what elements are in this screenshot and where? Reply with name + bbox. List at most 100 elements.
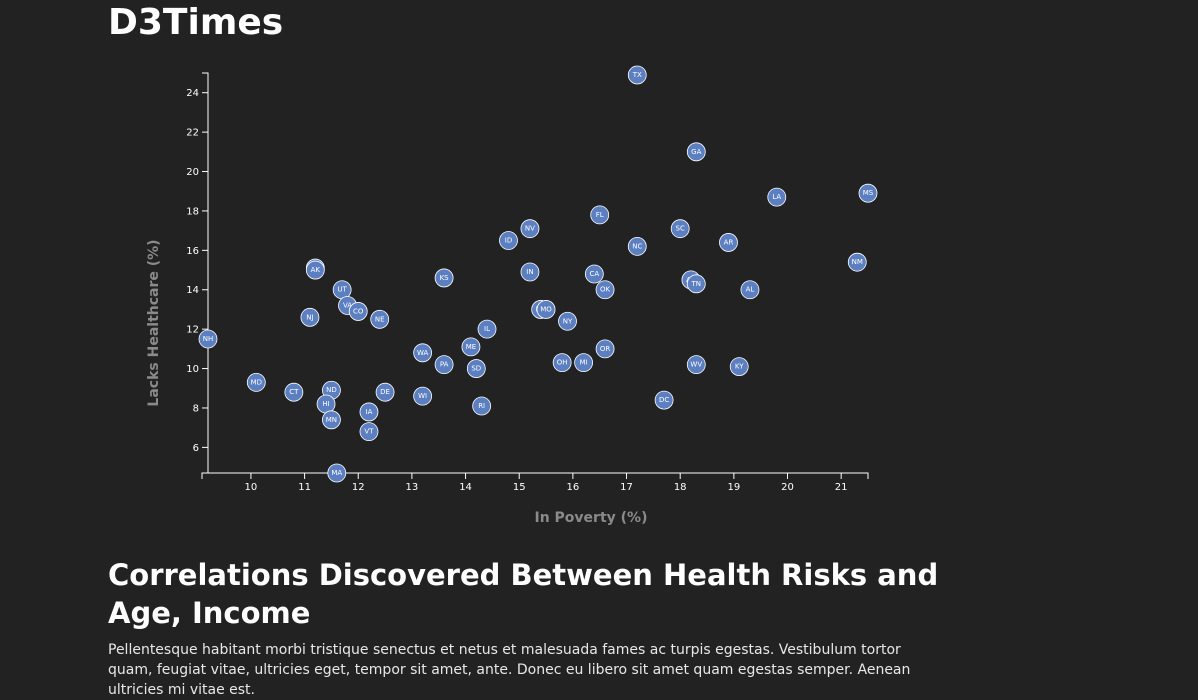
- state-point[interactable]: ME: [461, 337, 481, 357]
- state-point[interactable]: MS: [858, 183, 878, 203]
- state-point[interactable]: MO: [536, 300, 556, 319]
- state-marker[interactable]: [686, 355, 706, 375]
- state-marker[interactable]: [595, 280, 615, 300]
- state-label: ME: [466, 343, 476, 351]
- state-marker[interactable]: [627, 65, 647, 85]
- state-point[interactable]: WV: [686, 355, 706, 375]
- state-marker[interactable]: [466, 359, 486, 378]
- state-marker[interactable]: [198, 329, 218, 349]
- state-label: IA: [366, 408, 373, 416]
- state-marker[interactable]: [590, 205, 610, 225]
- state-marker[interactable]: [536, 300, 556, 319]
- state-marker[interactable]: [686, 274, 706, 294]
- state-point[interactable]: SD: [466, 359, 486, 378]
- state-point[interactable]: NC: [627, 236, 647, 256]
- x-tick-label: 18: [674, 482, 687, 493]
- state-point[interactable]: MN: [322, 410, 341, 430]
- state-marker[interactable]: [558, 311, 577, 331]
- state-point[interactable]: KY: [729, 357, 749, 376]
- state-label: WA: [417, 349, 429, 357]
- state-marker[interactable]: [300, 307, 320, 327]
- state-point[interactable]: PA: [434, 355, 454, 375]
- state-marker[interactable]: [858, 183, 878, 203]
- state-point[interactable]: AK: [305, 260, 325, 280]
- state-marker[interactable]: [348, 302, 368, 321]
- state-marker[interactable]: [472, 396, 492, 416]
- state-marker[interactable]: [729, 357, 749, 376]
- state-point[interactable]: MI: [574, 353, 594, 373]
- state-point[interactable]: DE: [375, 382, 395, 402]
- state-marker[interactable]: [461, 337, 481, 357]
- state-marker[interactable]: [359, 402, 379, 422]
- state-marker[interactable]: [246, 372, 266, 392]
- state-marker[interactable]: [413, 386, 433, 406]
- state-point[interactable]: NJ: [300, 307, 320, 327]
- state-marker[interactable]: [584, 264, 604, 284]
- state-marker[interactable]: [719, 233, 738, 252]
- state-marker[interactable]: [327, 463, 347, 483]
- state-point[interactable]: IL: [477, 319, 497, 339]
- state-marker[interactable]: [375, 382, 395, 402]
- state-point[interactable]: KS: [434, 268, 454, 288]
- state-marker[interactable]: [520, 262, 540, 282]
- state-point[interactable]: IN: [520, 262, 540, 282]
- state-point[interactable]: DC: [654, 390, 674, 410]
- state-marker[interactable]: [434, 268, 454, 288]
- state-point[interactable]: VT: [359, 422, 379, 442]
- state-point[interactable]: TX: [627, 65, 647, 85]
- state-point[interactable]: CA: [584, 264, 604, 284]
- state-point[interactable]: WI: [413, 386, 433, 406]
- state-point[interactable]: NY: [558, 311, 577, 331]
- state-point[interactable]: NM: [847, 252, 867, 272]
- state-marker[interactable]: [370, 309, 390, 329]
- state-point[interactable]: AR: [719, 233, 738, 252]
- state-point[interactable]: UT: [332, 280, 352, 300]
- state-point[interactable]: OH: [552, 353, 572, 373]
- state-marker[interactable]: [434, 355, 454, 375]
- state-label: NJ: [306, 313, 313, 321]
- state-marker[interactable]: [552, 353, 572, 373]
- state-marker[interactable]: [574, 353, 594, 373]
- state-marker[interactable]: [767, 187, 787, 207]
- data-points: TXGAMSLAFLNVSCIDARNCNMWYAKINCAKSAZTNOKUT…: [198, 65, 878, 483]
- state-marker[interactable]: [847, 252, 867, 272]
- state-point[interactable]: CT: [284, 382, 304, 402]
- state-marker[interactable]: [359, 422, 379, 442]
- state-point[interactable]: HI: [316, 394, 336, 414]
- state-marker[interactable]: [477, 319, 497, 339]
- state-marker[interactable]: [413, 343, 433, 363]
- state-label: OH: [557, 359, 568, 367]
- state-point[interactable]: NV: [520, 219, 540, 239]
- state-point[interactable]: NH: [198, 329, 218, 349]
- state-point[interactable]: CO: [348, 302, 368, 321]
- state-marker[interactable]: [520, 219, 540, 239]
- state-point[interactable]: OK: [595, 280, 615, 300]
- state-point[interactable]: GA: [686, 142, 706, 162]
- state-marker[interactable]: [284, 382, 304, 402]
- state-point[interactable]: OR: [595, 339, 615, 359]
- state-point[interactable]: WA: [413, 343, 433, 363]
- state-marker[interactable]: [499, 231, 518, 250]
- state-point[interactable]: LA: [767, 187, 787, 207]
- state-marker[interactable]: [627, 236, 647, 256]
- state-marker[interactable]: [595, 339, 615, 359]
- state-marker[interactable]: [654, 390, 674, 410]
- state-point[interactable]: RI: [472, 396, 492, 416]
- state-point[interactable]: ID: [499, 231, 518, 250]
- state-marker[interactable]: [670, 219, 690, 239]
- state-point[interactable]: TN: [686, 274, 706, 294]
- state-marker[interactable]: [740, 280, 760, 300]
- state-marker[interactable]: [305, 260, 325, 280]
- x-tick-label: 16: [567, 482, 580, 493]
- state-marker[interactable]: [322, 410, 341, 430]
- state-point[interactable]: IA: [359, 402, 379, 422]
- state-point[interactable]: MD: [246, 372, 266, 392]
- state-point[interactable]: AL: [740, 280, 760, 300]
- state-point[interactable]: FL: [590, 205, 610, 225]
- state-point[interactable]: SC: [670, 219, 690, 239]
- state-point[interactable]: MA: [327, 463, 347, 483]
- state-marker[interactable]: [686, 142, 706, 162]
- state-label: MS: [863, 189, 874, 197]
- state-point[interactable]: NE: [370, 309, 390, 329]
- state-label: IL: [484, 325, 490, 333]
